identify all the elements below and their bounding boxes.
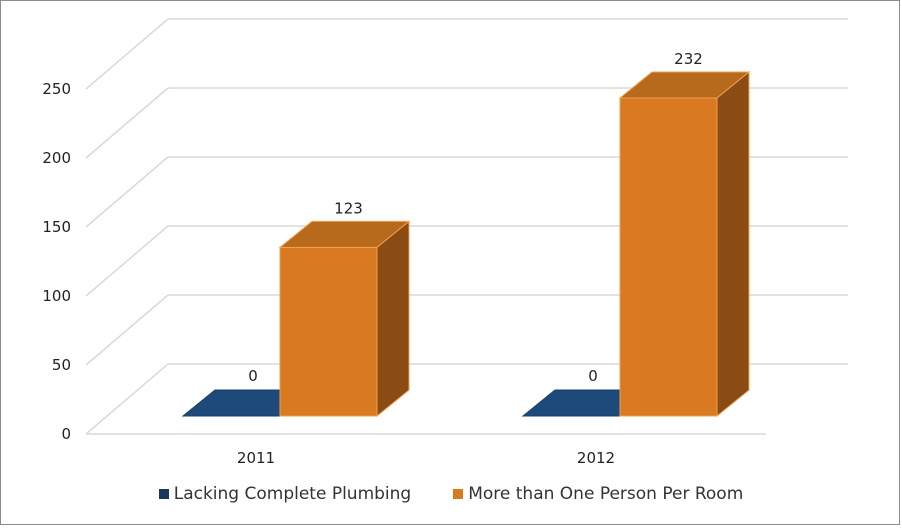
- legend-swatch: [453, 489, 464, 499]
- bar-crowding-2011: [278, 220, 411, 418]
- legend-label: Lacking Complete Plumbing: [173, 484, 412, 504]
- legend-swatch: [158, 489, 169, 499]
- gridline-diagonal-100: [85, 225, 169, 297]
- x-tick-label: 2011: [237, 449, 275, 467]
- y-tick-label: 100: [42, 287, 71, 305]
- y-tick-label: 200: [42, 149, 71, 167]
- legend-item: Lacking Complete Plumbing: [158, 484, 412, 504]
- y-tick-label: 250: [42, 80, 71, 98]
- chart-legend: Lacking Complete Plumbing More than One P…: [0, 484, 902, 508]
- gridline-diagonal-250: [85, 18, 169, 90]
- bar-crowding-2012: [618, 70, 751, 418]
- bar-side: [716, 70, 750, 418]
- y-tick-label: 150: [42, 218, 71, 236]
- data-label: 123: [334, 199, 363, 217]
- gridline-diagonal-50: [85, 294, 169, 366]
- y-tick-label: 50: [52, 356, 71, 374]
- gridline-diagonal-150: [85, 156, 169, 228]
- gridline-diagonal-0: [85, 363, 169, 435]
- legend-item: More than One Person Per Room: [453, 484, 743, 504]
- data-label: 232: [674, 50, 703, 68]
- gridline-diagonal-200: [85, 87, 169, 159]
- x-tick-label: 2012: [577, 449, 615, 467]
- bar-front: [619, 97, 718, 417]
- legend-label: More than One Person Per Room: [468, 484, 744, 504]
- y-tick-label: 0: [61, 425, 71, 443]
- bar-side: [376, 220, 410, 418]
- data-label: 0: [588, 367, 598, 385]
- data-label: 0: [248, 367, 258, 385]
- bar-front: [279, 246, 378, 417]
